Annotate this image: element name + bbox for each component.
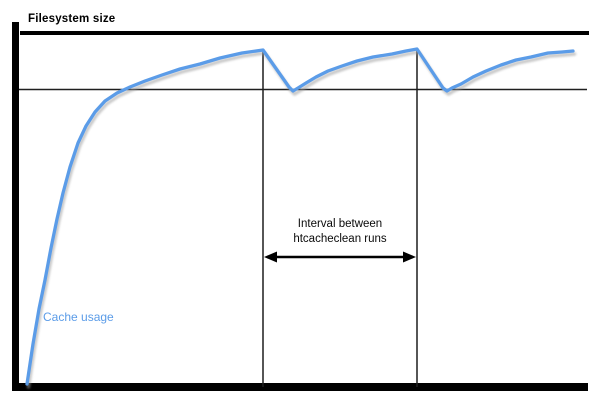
interval-annotation-line1: Interval between [297, 218, 383, 230]
filesystem-size-label: Filesystem size [28, 13, 116, 25]
cache-usage-curve-shadow [26, 50, 577, 389]
cache-usage-label: Cache usage [43, 310, 114, 324]
x-axis [12, 383, 588, 391]
interval-annotation-line2: htcacheclean runs [293, 233, 387, 245]
filesystem-size-line [20, 31, 589, 35]
interval-annotation: Interval between htcacheclean runs [263, 217, 417, 247]
interval-arrow-left-head [264, 251, 277, 263]
y-axis [12, 22, 19, 391]
cache-usage-curve [25, 47, 575, 386]
interval-arrow-right-head [403, 251, 416, 263]
